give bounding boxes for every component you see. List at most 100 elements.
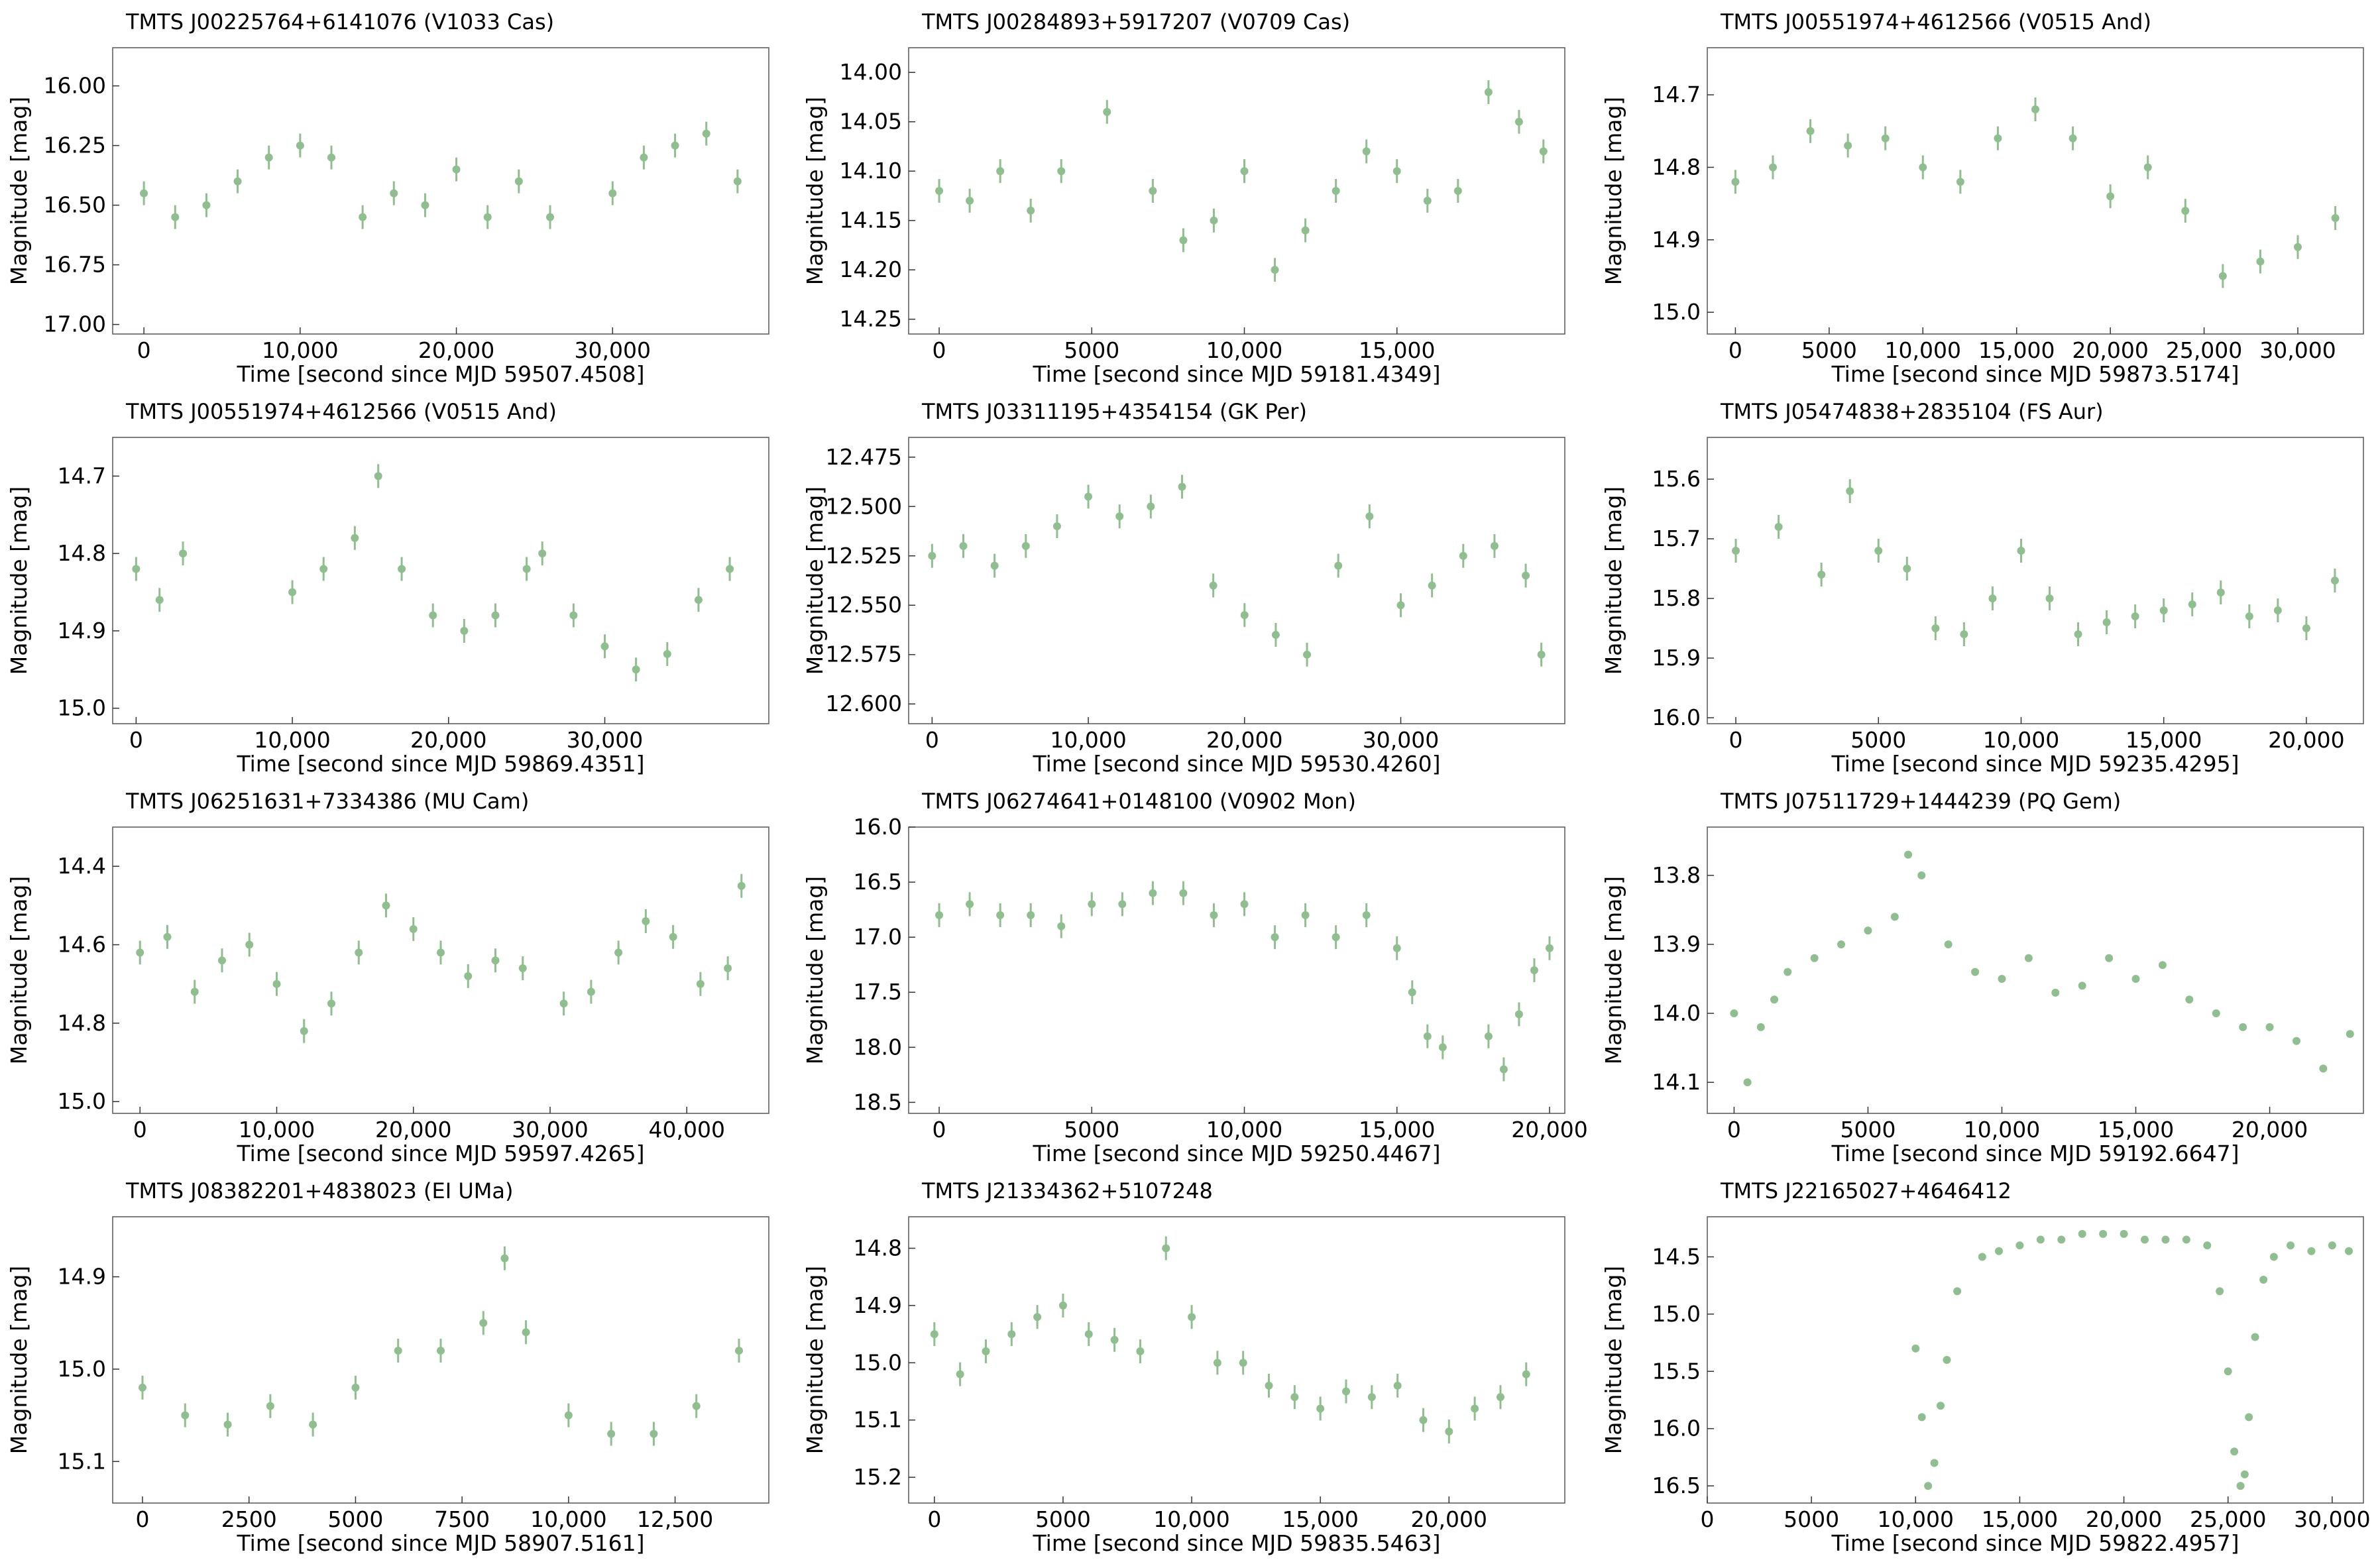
- panel-title: TMTS J00551974+4612566 (V0515 And): [125, 399, 557, 424]
- data-point: [1530, 966, 1538, 974]
- x-tick-label: 10,000: [1050, 727, 1126, 753]
- data-point: [1332, 187, 1340, 195]
- y-tick-label: 14.7: [1652, 82, 1701, 107]
- y-tick-label: 14.1: [1652, 1069, 1701, 1095]
- data-point: [2269, 1253, 2278, 1261]
- y-tick-label: 14.9: [854, 1292, 902, 1318]
- data-point: [1943, 1356, 1951, 1364]
- data-point: [1917, 871, 1926, 879]
- data-point: [1484, 88, 1493, 97]
- data-point: [233, 177, 242, 186]
- data-point: [1162, 1244, 1170, 1253]
- data-point: [1953, 1287, 1962, 1296]
- data-point: [155, 596, 164, 604]
- panel-title: TMTS J22165027+4646412: [1720, 1178, 2012, 1204]
- data-point: [266, 1402, 274, 1410]
- data-point: [996, 911, 1005, 919]
- y-tick-label: 13.8: [1652, 862, 1701, 888]
- data-point: [2346, 1030, 2354, 1038]
- y-tick-label: 14.4: [58, 853, 106, 879]
- plot-frame: [112, 826, 769, 1114]
- y-tick-label: 15.9: [1652, 645, 1701, 671]
- x-axis-label: Time [second since MJD 59835.5463]: [1033, 1530, 1441, 1556]
- y-tick-label: 12.500: [826, 493, 902, 519]
- data-point: [724, 964, 732, 973]
- data-point: [1084, 492, 1093, 501]
- plot-frame: [112, 437, 769, 724]
- x-tick-label: 20,000: [375, 1117, 451, 1143]
- y-tick-label: 12.575: [826, 642, 902, 667]
- x-axis-label: Time [second since MJD 59530.4260]: [1033, 751, 1441, 777]
- plot-frame: [908, 826, 1565, 1114]
- data-point: [1998, 975, 2006, 983]
- data-point: [1303, 650, 1312, 659]
- x-axis-label: Time [second since MJD 59235.4295]: [1831, 751, 2239, 777]
- data-point: [1290, 1393, 1299, 1402]
- data-point: [650, 1429, 658, 1438]
- data-point: [1084, 1330, 1093, 1339]
- data-point: [1210, 216, 1218, 225]
- data-point: [1240, 900, 1249, 909]
- data-point: [2245, 1413, 2253, 1422]
- y-tick-label: 15.0: [1652, 1301, 1701, 1327]
- y-tick-label: 14.10: [840, 158, 902, 184]
- data-point: [1937, 1402, 1945, 1410]
- data-point: [1971, 968, 1980, 976]
- data-point: [1774, 523, 1783, 531]
- data-point: [514, 177, 523, 186]
- data-point: [959, 541, 968, 550]
- data-point: [1271, 933, 1279, 942]
- x-tick-label: 5000: [1840, 1117, 1896, 1143]
- x-tick-label: 10,000: [530, 1506, 606, 1532]
- x-axis-label: Time [second since MJD 59192.6647]: [1831, 1141, 2239, 1166]
- y-tick-label: 14.8: [1652, 154, 1701, 180]
- data-point: [1956, 178, 1964, 186]
- data-point: [2216, 1287, 2224, 1296]
- data-point: [1301, 226, 1310, 235]
- x-tick-label: 15,000: [1982, 1506, 2058, 1532]
- data-point: [309, 1420, 317, 1429]
- x-tick-label: 5000: [1784, 1506, 1839, 1532]
- data-point: [1837, 940, 1846, 948]
- data-point: [2273, 606, 2282, 614]
- data-point: [1240, 611, 1249, 620]
- y-tick-label: 16.0: [854, 814, 902, 840]
- panel-9: TMTS J07511729+1444239 (PQ Gem) 0 5000 10,0…: [1601, 789, 2364, 1166]
- panel-title: TMTS J00551974+4612566 (V0515 And): [1720, 9, 2151, 34]
- x-axis-label: Time [second since MJD 59181.4349]: [1033, 361, 1441, 387]
- data-point: [2287, 1241, 2295, 1250]
- y-axis-label: Magnitude [mag]: [1601, 876, 1626, 1064]
- data-point: [522, 565, 531, 573]
- y-tick-label: 18.5: [854, 1089, 902, 1115]
- data-point: [2074, 630, 2082, 638]
- data-point: [1978, 1253, 1986, 1261]
- x-tick-label: 10,000: [262, 337, 338, 363]
- data-point: [1058, 1301, 1067, 1310]
- x-tick-label: 10,000: [1206, 1117, 1282, 1143]
- panel-7: TMTS J06251631+7334386 (MU Cam) 0 10,000 20…: [6, 789, 769, 1166]
- data-point: [1496, 1393, 1504, 1402]
- panel-2: TMTS J00284893+5917207 (V0709 Cas) 0 5000 1…: [802, 9, 1565, 387]
- data-point: [935, 911, 944, 919]
- x-tick-label: 20,000: [2268, 727, 2344, 753]
- data-point: [1514, 1010, 1523, 1019]
- data-point: [2224, 1367, 2232, 1376]
- data-point: [327, 999, 335, 1008]
- data-point: [1271, 266, 1279, 274]
- data-point: [1756, 1023, 1765, 1031]
- plot-frame: [1707, 1216, 2364, 1504]
- data-point: [421, 201, 429, 209]
- data-point: [663, 649, 671, 658]
- y-tick-label: 12.475: [826, 444, 902, 470]
- x-tick-label: 5000: [327, 1506, 383, 1532]
- data-point: [460, 626, 469, 635]
- data-point: [1539, 147, 1548, 156]
- x-tick-label: 10,000: [239, 1117, 315, 1143]
- data-point: [483, 213, 492, 221]
- y-axis-label: Magnitude [mag]: [802, 486, 828, 675]
- data-point: [351, 1383, 360, 1392]
- x-axis-label: Time [second since MJD 59822.4957]: [1831, 1530, 2239, 1556]
- data-point: [1919, 163, 1927, 172]
- data-point: [1392, 944, 1401, 952]
- data-point: [1784, 968, 1792, 976]
